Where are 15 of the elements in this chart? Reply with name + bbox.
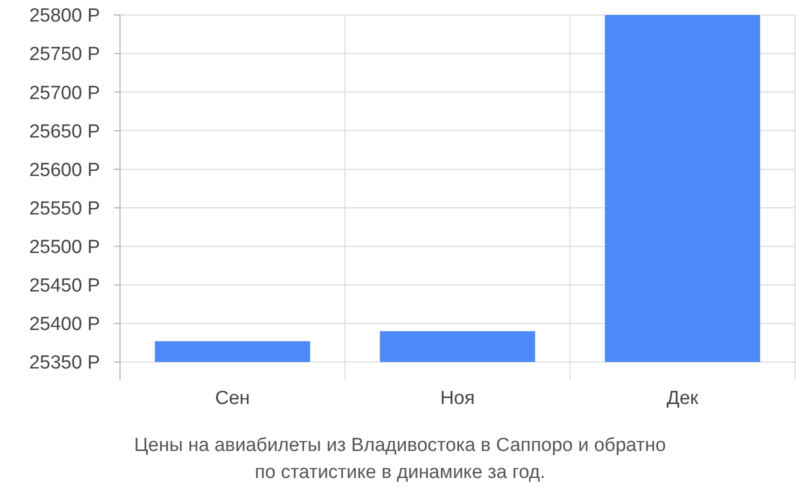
y-tick-label: 25650 Р	[29, 121, 100, 142]
x-tick-label: Дек	[666, 388, 700, 409]
text: по статистике в динамике за год.	[254, 462, 546, 483]
y-tick-label: 25400 Р	[29, 314, 100, 336]
y-tick-label: 25750 Р	[29, 44, 100, 66]
y-tick-label: 25600 Р	[29, 160, 100, 181]
y-tick-label: 25500 Р	[29, 236, 100, 258]
x-tick-label: Сен	[215, 388, 250, 409]
x-tick-label: Ноя	[440, 388, 475, 409]
y-tick-label: 25550 Р	[29, 198, 100, 220]
y-tick-label: 25700 Р	[29, 82, 100, 104]
y-tick-label: 25450 Р	[29, 276, 100, 297]
text: Цены на авиабилеты из Владивостока в Саппоро и обратно	[134, 435, 666, 456]
y-tick-label: 25350 Р	[29, 352, 100, 374]
y-tick-label: 25800 Р	[29, 6, 100, 27]
